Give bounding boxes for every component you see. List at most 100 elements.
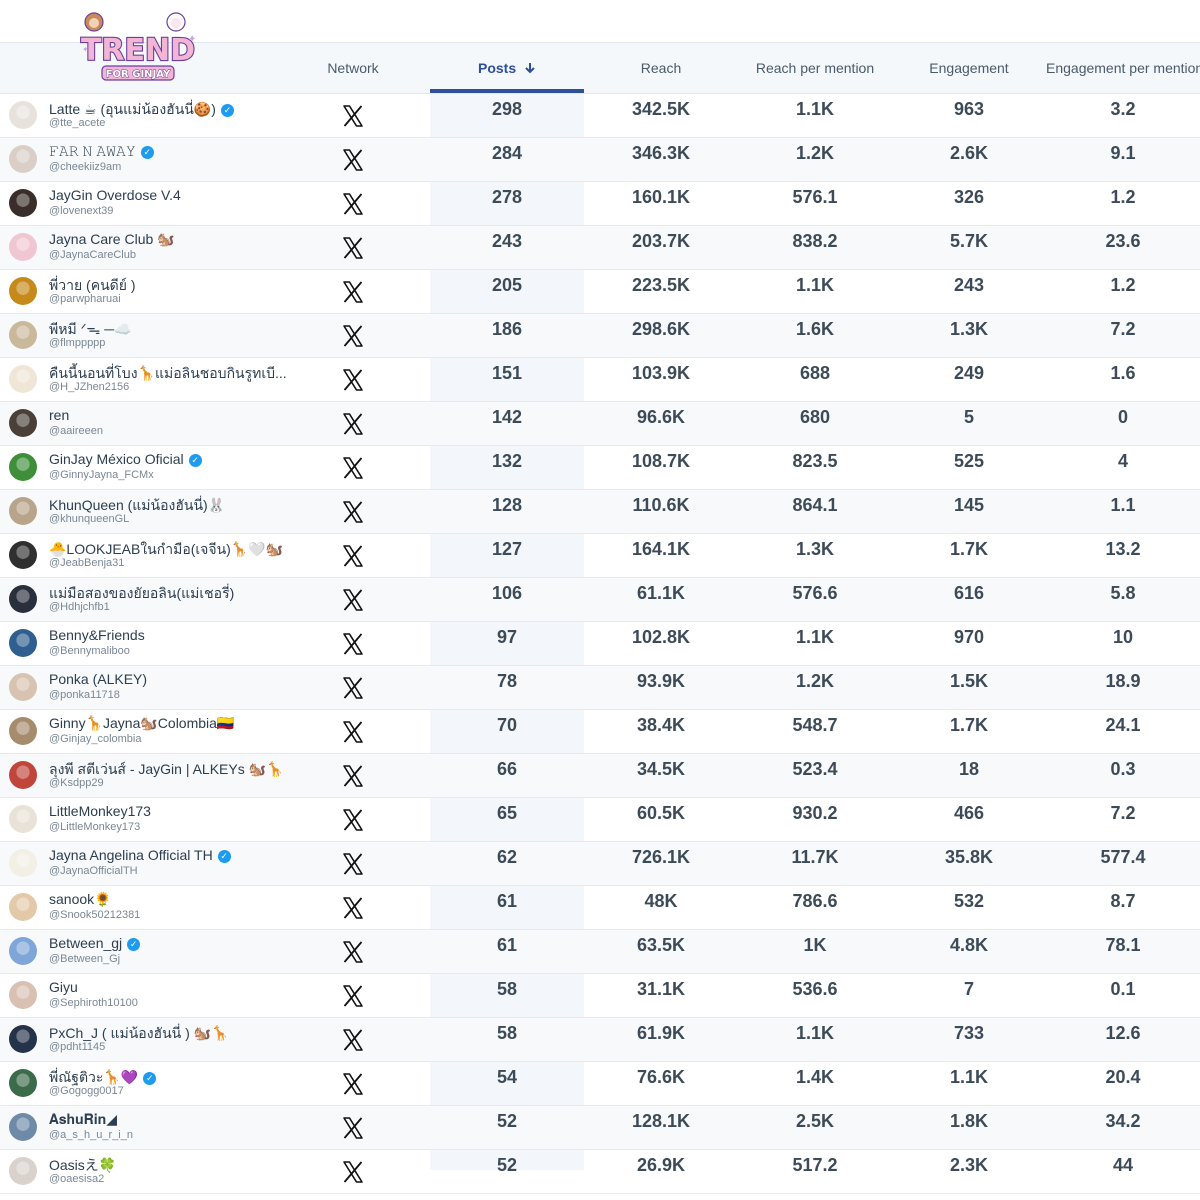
account-name[interactable]: sanook🌻 xyxy=(49,891,112,908)
x-logo-icon[interactable] xyxy=(341,808,365,832)
x-logo-icon[interactable] xyxy=(341,280,365,304)
column-header-engagement[interactable]: Engagement xyxy=(929,60,1009,76)
x-logo-icon[interactable] xyxy=(341,764,365,788)
avatar[interactable] xyxy=(9,1025,37,1053)
x-logo-icon[interactable] xyxy=(341,676,365,700)
avatar[interactable] xyxy=(9,189,37,217)
table-row[interactable]: PxCh_J ( แม่น้องฮันนี่ ) 🐿️🦒 @pdht1145 5… xyxy=(0,1018,1200,1062)
avatar[interactable] xyxy=(9,937,37,965)
account-name[interactable]: Oasisえ🍀 xyxy=(49,1155,116,1175)
table-row[interactable]: JayGin Overdose V.4 @lovenext39 278 160.… xyxy=(0,182,1200,226)
x-logo-icon[interactable] xyxy=(341,984,365,1008)
account-name[interactable]: Latte ☕ (อุนแม่น้องฮันนี่🍪) ✓ xyxy=(49,99,234,121)
x-logo-icon[interactable] xyxy=(341,236,365,260)
x-logo-icon[interactable] xyxy=(341,852,365,876)
avatar[interactable] xyxy=(9,497,37,525)
account-name[interactable]: LittleMonkey173 xyxy=(49,803,151,819)
table-row[interactable]: GinJay México Oficial ✓ @GinnyJayna_FCMx … xyxy=(0,446,1200,490)
table-row[interactable]: แม่มือสองของยัยอลิน(แม่เชอรี่) @Hdhjchfb… xyxy=(0,578,1200,622)
x-logo-icon[interactable] xyxy=(341,940,365,964)
avatar[interactable] xyxy=(9,585,37,613)
table-body: Latte ☕ (อุนแม่น้องฮันนี่🍪) ✓ @tte_acete … xyxy=(0,94,1200,1194)
avatar[interactable] xyxy=(9,629,37,657)
table-row[interactable]: Jayna Care Club 🐿️ @JaynaCareClub 243 20… xyxy=(0,226,1200,270)
avatar[interactable] xyxy=(9,409,37,437)
account-name[interactable]: Between_gj ✓ xyxy=(49,935,141,951)
table-row[interactable]: 𝙵𝙰𝚁 𝙽 𝙰𝚆𝙰𝚈 ✓ @cheekiiz9am 284 346.3K 1.2K… xyxy=(0,138,1200,182)
x-logo-icon[interactable] xyxy=(341,588,365,612)
avatar[interactable] xyxy=(9,1157,37,1185)
avatar[interactable] xyxy=(9,981,37,1009)
account-name[interactable]: Giyu xyxy=(49,979,78,995)
account-handle: @ponka11718 xyxy=(49,689,120,701)
x-logo-icon[interactable] xyxy=(341,500,365,524)
avatar[interactable] xyxy=(9,365,37,393)
account-name[interactable]: 𝙵𝙰𝚁 𝙽 𝙰𝚆𝙰𝚈 ✓ xyxy=(49,143,154,160)
avatar[interactable] xyxy=(9,101,37,129)
table-row[interactable]: Between_gj ✓ @Between_Gj 61 63.5K 1K 4.8K… xyxy=(0,930,1200,974)
account-name[interactable]: JayGin Overdose V.4 xyxy=(49,187,181,203)
column-header-posts[interactable]: Posts xyxy=(430,43,584,93)
avatar[interactable] xyxy=(9,1069,37,1097)
account-name[interactable]: Ponka (ALKEY) xyxy=(49,671,147,687)
x-logo-icon[interactable] xyxy=(341,148,365,172)
account-name[interactable]: ren xyxy=(49,407,69,423)
avatar[interactable] xyxy=(9,761,37,789)
x-logo-icon[interactable] xyxy=(341,544,365,568)
table-row[interactable]: LittleMonkey173 @LittleMonkey173 65 60.5… xyxy=(0,798,1200,842)
x-logo-icon[interactable] xyxy=(341,368,365,392)
avatar[interactable] xyxy=(9,717,37,745)
x-logo-icon[interactable] xyxy=(341,104,365,128)
column-header-network[interactable]: Network xyxy=(327,60,379,76)
table-row[interactable]: KhunQueen (แม่น้องฮันนี่)🐰 @khunqueenGL … xyxy=(0,490,1200,534)
avatar[interactable] xyxy=(9,673,37,701)
table-row[interactable]: ren @aaireeen 142 96.6K 680 5 0 xyxy=(0,402,1200,446)
table-row[interactable]: 🐣LOOKJEABในกำมือ(เจจีน)🦒🤍🐿️ @JeabBenja31… xyxy=(0,534,1200,578)
table-row[interactable]: Benny&Friends @Bennymaliboo 97 102.8K 1.… xyxy=(0,622,1200,666)
table-row[interactable]: พี่วาย (คนดีย์ ) @parwpharuai 205 223.5K… xyxy=(0,270,1200,314)
column-header-engagement-per-mention[interactable]: Engagement per mention xyxy=(1046,60,1200,76)
account-name[interactable]: Benny&Friends xyxy=(49,627,145,643)
x-logo-icon[interactable] xyxy=(341,192,365,216)
avatar[interactable] xyxy=(9,321,37,349)
column-header-reach-per-mention[interactable]: Reach per mention xyxy=(755,60,875,76)
table-row[interactable]: 𝐀𝐬𝐡𝐮𝐑𝐢𝐧◢ @a_s_h_u_r_i_n 52 128.1K 2.5K 1… xyxy=(0,1106,1200,1150)
x-logo-icon[interactable] xyxy=(341,456,365,480)
account-name[interactable]: Jayna Angelina Official TH ✓ xyxy=(49,847,231,863)
account-name[interactable]: พี่ณัฐติวะ🦒💜 ✓ xyxy=(49,1067,157,1089)
avatar[interactable] xyxy=(9,541,37,569)
table-row[interactable]: Jayna Angelina Official TH ✓ @JaynaOffici… xyxy=(0,842,1200,886)
table-row[interactable]: คืนนี้นอนที่โบง🦒แม่อลินชอบกินรูทเบี... @… xyxy=(0,358,1200,402)
x-logo-icon[interactable] xyxy=(341,412,365,436)
avatar[interactable] xyxy=(9,453,37,481)
table-row[interactable]: Giyu @Sephiroth10100 58 31.1K 536.6 7 0.… xyxy=(0,974,1200,1018)
avatar[interactable] xyxy=(9,233,37,261)
x-logo-icon[interactable] xyxy=(341,324,365,348)
table-row[interactable]: Latte ☕ (อุนแม่น้องฮันนี่🍪) ✓ @tte_acete … xyxy=(0,94,1200,138)
table-row[interactable]: Ponka (ALKEY) @ponka11718 78 93.9K 1.2K … xyxy=(0,666,1200,710)
x-logo-icon[interactable] xyxy=(341,896,365,920)
avatar[interactable] xyxy=(9,145,37,173)
table-row[interactable]: พีหมี ᐟ⁠ᯓ⁠ ─☁️ @flmppppp 186 298.6K 1.6K… xyxy=(0,314,1200,358)
x-logo-icon[interactable] xyxy=(341,720,365,744)
x-logo-icon[interactable] xyxy=(341,1160,365,1184)
account-name[interactable]: 𝐀𝐬𝐡𝐮𝐑𝐢𝐧◢ xyxy=(49,1111,117,1128)
account-name[interactable]: Jayna Care Club 🐿️ xyxy=(49,231,175,248)
column-header-reach[interactable]: Reach xyxy=(640,60,682,76)
x-logo-icon[interactable] xyxy=(341,1028,365,1052)
account-name[interactable]: Ginny🦒Jayna🐿️Colombia🇨🇴 xyxy=(49,715,234,732)
x-logo-icon[interactable] xyxy=(341,1116,365,1140)
avatar[interactable] xyxy=(9,849,37,877)
table-row[interactable]: พี่ณัฐติวะ🦒💜 ✓ @Gogogg0017 54 76.6K 1.4K … xyxy=(0,1062,1200,1106)
x-logo-icon[interactable] xyxy=(341,632,365,656)
table-row[interactable]: Ginny🦒Jayna🐿️Colombia🇨🇴 @Ginjay_colombia… xyxy=(0,710,1200,754)
table-row[interactable]: sanook🌻 @Snook50212381 61 48K 786.6 532 … xyxy=(0,886,1200,930)
avatar[interactable] xyxy=(9,805,37,833)
avatar[interactable] xyxy=(9,1113,37,1141)
table-row[interactable]: ลุงพี สตีเว่นส์ - JayGin | ALKEYs 🐿️🦒 @K… xyxy=(0,754,1200,798)
table-row[interactable]: Oasisえ🍀 @oaesisa2 52 26.9K 517.2 2.3K 44 xyxy=(0,1150,1200,1194)
avatar[interactable] xyxy=(9,893,37,921)
avatar[interactable] xyxy=(9,277,37,305)
x-logo-icon[interactable] xyxy=(341,1072,365,1096)
account-name[interactable]: GinJay México Oficial ✓ xyxy=(49,451,202,467)
